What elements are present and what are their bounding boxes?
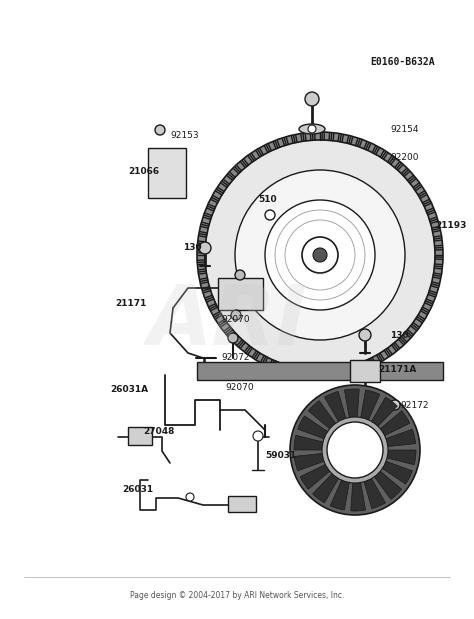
Circle shape bbox=[285, 220, 355, 290]
Circle shape bbox=[199, 242, 211, 254]
Bar bbox=[148, 148, 186, 198]
Wedge shape bbox=[373, 469, 402, 500]
Circle shape bbox=[322, 417, 388, 483]
Wedge shape bbox=[383, 429, 416, 447]
Wedge shape bbox=[313, 472, 340, 503]
Circle shape bbox=[359, 329, 371, 341]
Bar bbox=[197, 362, 443, 380]
Circle shape bbox=[275, 210, 365, 300]
Circle shape bbox=[308, 125, 316, 133]
Wedge shape bbox=[351, 480, 365, 511]
Wedge shape bbox=[325, 391, 346, 424]
Bar bbox=[350, 360, 380, 382]
Wedge shape bbox=[308, 400, 337, 431]
Text: 21066: 21066 bbox=[128, 168, 159, 176]
Circle shape bbox=[231, 310, 241, 320]
Circle shape bbox=[228, 333, 238, 343]
Text: 92172: 92172 bbox=[400, 400, 428, 410]
Text: 59031: 59031 bbox=[265, 451, 296, 459]
Wedge shape bbox=[384, 450, 416, 465]
Circle shape bbox=[390, 400, 400, 410]
Bar bbox=[128, 427, 152, 445]
Circle shape bbox=[235, 270, 245, 280]
Text: 130: 130 bbox=[390, 331, 409, 339]
Text: 26031: 26031 bbox=[122, 485, 153, 495]
Circle shape bbox=[305, 92, 319, 106]
Wedge shape bbox=[378, 411, 410, 437]
Text: 92070: 92070 bbox=[221, 316, 250, 324]
Text: 92200: 92200 bbox=[390, 154, 419, 163]
Text: 130: 130 bbox=[183, 243, 201, 253]
Circle shape bbox=[235, 170, 405, 340]
Circle shape bbox=[155, 125, 165, 135]
Wedge shape bbox=[380, 461, 412, 484]
Circle shape bbox=[265, 200, 375, 310]
Circle shape bbox=[205, 140, 435, 370]
Text: 92072: 92072 bbox=[221, 353, 249, 363]
Circle shape bbox=[186, 493, 194, 501]
Wedge shape bbox=[330, 477, 350, 510]
Wedge shape bbox=[360, 390, 380, 423]
Wedge shape bbox=[294, 453, 327, 471]
Circle shape bbox=[265, 210, 275, 220]
Text: E0160-B632A: E0160-B632A bbox=[370, 57, 435, 67]
Circle shape bbox=[290, 385, 420, 515]
Wedge shape bbox=[363, 476, 385, 509]
Text: Page design © 2004-2017 by ARI Network Services, Inc.: Page design © 2004-2017 by ARI Network S… bbox=[130, 592, 344, 600]
Text: 26031A: 26031A bbox=[110, 386, 148, 394]
Circle shape bbox=[253, 431, 263, 441]
Wedge shape bbox=[298, 416, 330, 439]
Text: 21193: 21193 bbox=[435, 220, 466, 230]
Wedge shape bbox=[300, 463, 332, 489]
Text: 21171A: 21171A bbox=[378, 365, 416, 374]
Text: 21171: 21171 bbox=[115, 298, 146, 308]
Wedge shape bbox=[345, 389, 359, 420]
Bar bbox=[218, 278, 263, 310]
Text: 27048: 27048 bbox=[143, 428, 174, 436]
Circle shape bbox=[197, 132, 443, 378]
Wedge shape bbox=[294, 435, 326, 450]
Circle shape bbox=[302, 237, 338, 273]
Text: ARI: ARI bbox=[147, 282, 308, 362]
Circle shape bbox=[327, 422, 383, 478]
Ellipse shape bbox=[299, 124, 325, 134]
Text: 92070: 92070 bbox=[225, 384, 254, 392]
Wedge shape bbox=[370, 397, 397, 428]
Bar bbox=[228, 496, 256, 512]
Circle shape bbox=[327, 422, 383, 478]
Text: 510: 510 bbox=[258, 196, 277, 204]
Circle shape bbox=[313, 248, 327, 262]
Text: 92154: 92154 bbox=[390, 126, 419, 134]
Text: 92153: 92153 bbox=[170, 131, 199, 139]
